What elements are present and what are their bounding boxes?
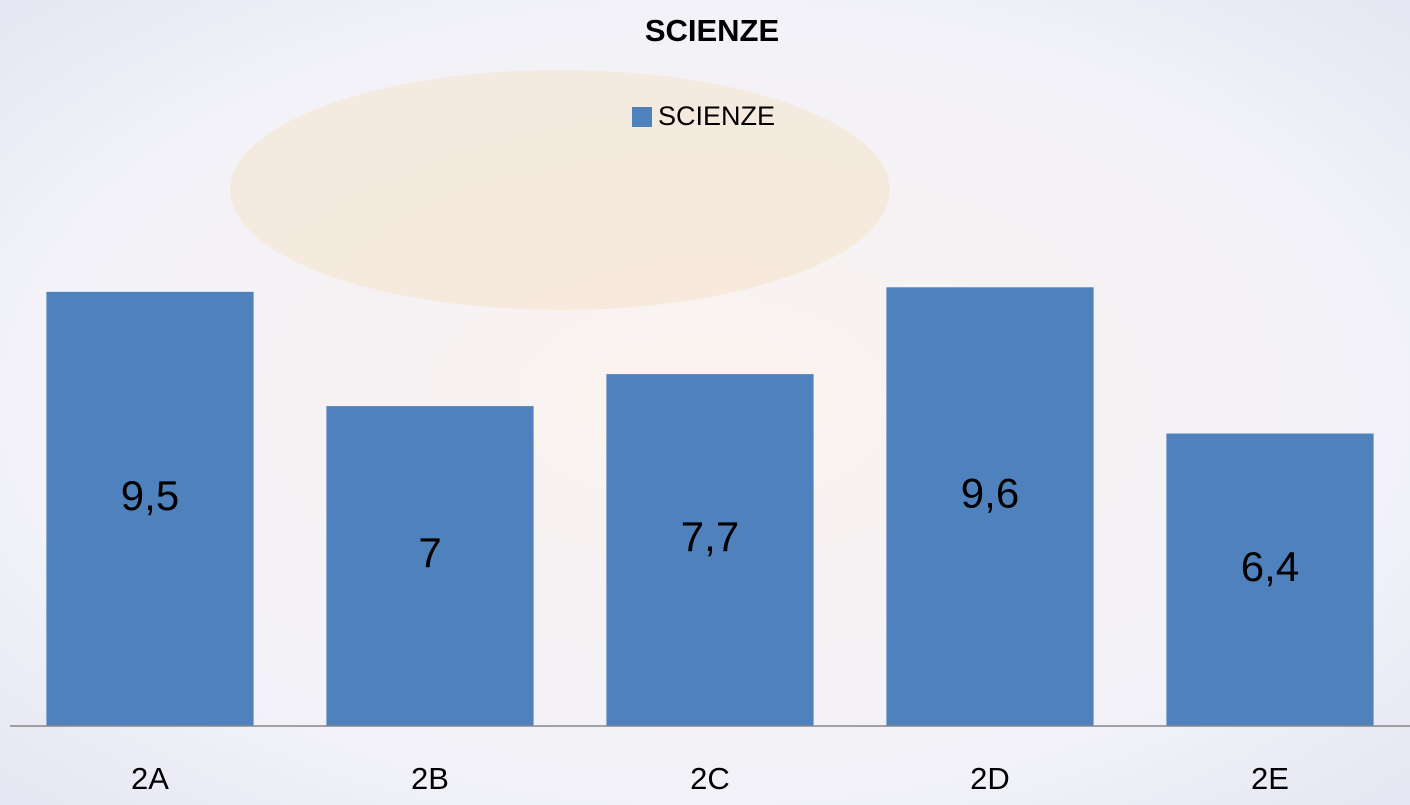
- data-label: 9,5: [121, 472, 179, 519]
- background-decoration: [230, 70, 890, 310]
- x-tick-label: 2E: [1251, 761, 1289, 796]
- x-tick-label: 2A: [131, 761, 169, 796]
- chart-title: SCIENZE: [645, 13, 779, 48]
- data-label: 7: [418, 529, 441, 576]
- data-label: 7,7: [681, 513, 739, 560]
- data-label: 6,4: [1241, 543, 1299, 590]
- legend-swatch: [632, 107, 652, 127]
- legend-label: SCIENZE: [658, 101, 775, 131]
- data-label: 9,6: [961, 470, 1019, 517]
- chart: SCIENZE SCIENZE 9,5 7 7,7 9,6 6,4 2A 2B 2C 2D 2E: [0, 0, 1410, 805]
- x-tick-label: 2D: [970, 761, 1010, 796]
- page: SCIENZE SCIENZE9,577,79,66,42A2B2C2D2E (…: [0, 0, 1410, 805]
- x-tick-label: 2B: [411, 761, 449, 796]
- x-tick-label: 2C: [690, 761, 730, 796]
